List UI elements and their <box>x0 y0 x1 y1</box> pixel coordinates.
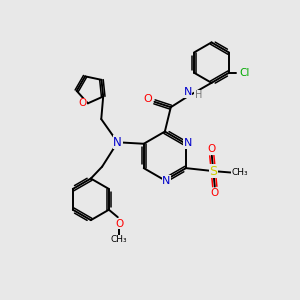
Text: S: S <box>209 165 217 178</box>
Text: N: N <box>113 136 122 149</box>
Text: N: N <box>184 138 192 148</box>
Text: CH₃: CH₃ <box>232 168 248 177</box>
Text: N: N <box>184 87 192 97</box>
Text: O: O <box>211 188 219 198</box>
Text: O: O <box>143 94 152 104</box>
Text: O: O <box>115 219 123 229</box>
Text: O: O <box>208 144 216 154</box>
Text: N: N <box>162 176 170 186</box>
Text: CH₃: CH₃ <box>111 235 128 244</box>
Text: O: O <box>78 98 87 108</box>
Text: Cl: Cl <box>240 68 250 78</box>
Text: H: H <box>195 90 202 100</box>
